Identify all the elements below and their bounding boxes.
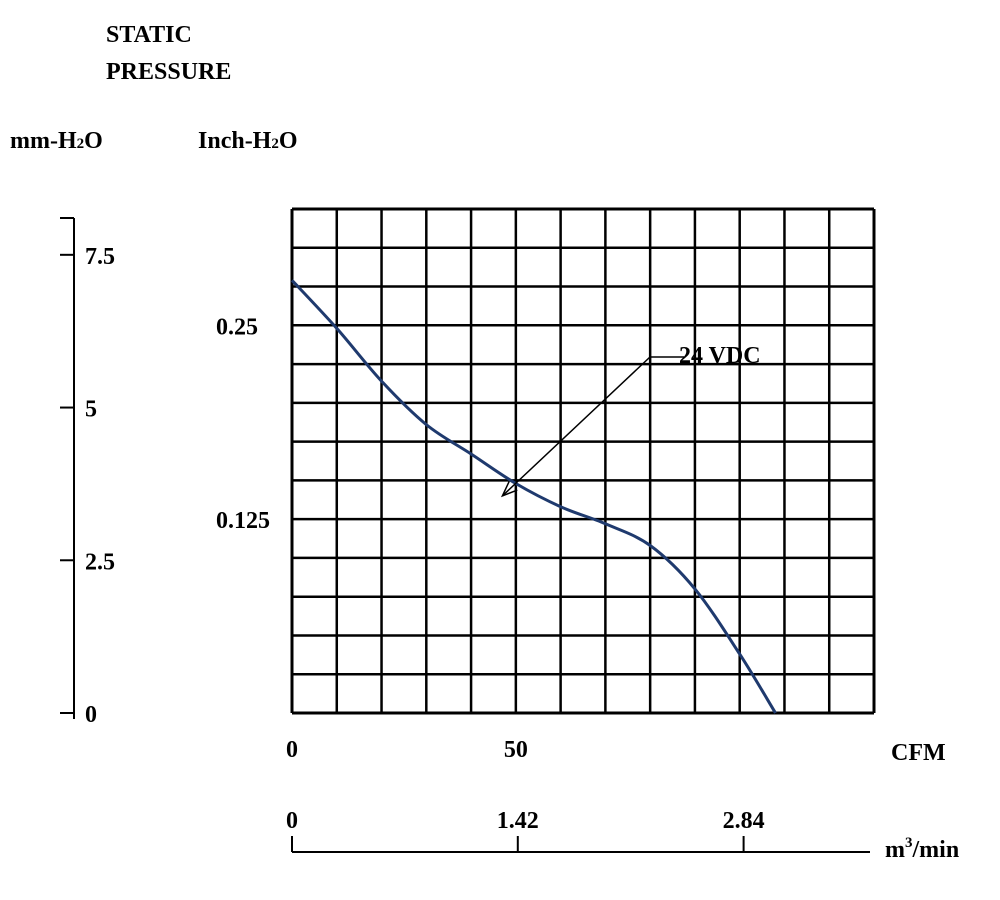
- y-axis-inch-tick-label: 0.25: [216, 314, 258, 340]
- x-axis-cfm-tick-label: 50: [504, 737, 528, 763]
- annotation-label: 24 VDC: [679, 343, 761, 369]
- annotation-leader-line: [501, 356, 651, 497]
- y-axis-mm-tick-label: 2.5: [85, 549, 115, 575]
- series-line-24vdc: [290, 279, 777, 714]
- chart-title-line-1: STATIC: [106, 22, 192, 48]
- y-axis-mm-unit-label: mm-H2O: [10, 128, 103, 154]
- x-axis-m3-tick-label: 1.42: [497, 808, 539, 834]
- series-lines: [290, 279, 777, 714]
- chart-title-line-2: PRESSURE: [106, 59, 231, 85]
- y-axis-inch: 0.25 0.125: [216, 314, 270, 534]
- y-axis-mm-tick-label: 5: [85, 397, 97, 423]
- x-axis-cfm-unit-label: CFM: [891, 740, 946, 766]
- x-axis-cfm-tick-label: 0: [286, 737, 298, 763]
- x-axis-m3-unit-label: m3/min: [885, 835, 959, 863]
- y-axis-inch-tick-label: 0.125: [216, 508, 270, 534]
- x-axis-cfm: 0 50: [286, 737, 528, 763]
- x-axis-m3-tick-label: 2.84: [723, 808, 765, 834]
- y-axis-mm-tick-label: 7.5: [85, 244, 115, 270]
- grid-lines: [290, 207, 876, 715]
- y-axis-mm-tick-label: 0: [85, 702, 97, 728]
- x-axis-m3: 0 1.42 2.84: [286, 808, 870, 853]
- y-axis-mm: 7.5 5 2.5 0: [60, 217, 115, 728]
- y-axis-inch-unit-label: Inch-H2O: [198, 128, 298, 154]
- x-axis-m3-tick-label: 0: [286, 808, 298, 834]
- series-annotation: 24 VDC: [500, 343, 761, 498]
- annotation-arrowhead: [500, 481, 518, 498]
